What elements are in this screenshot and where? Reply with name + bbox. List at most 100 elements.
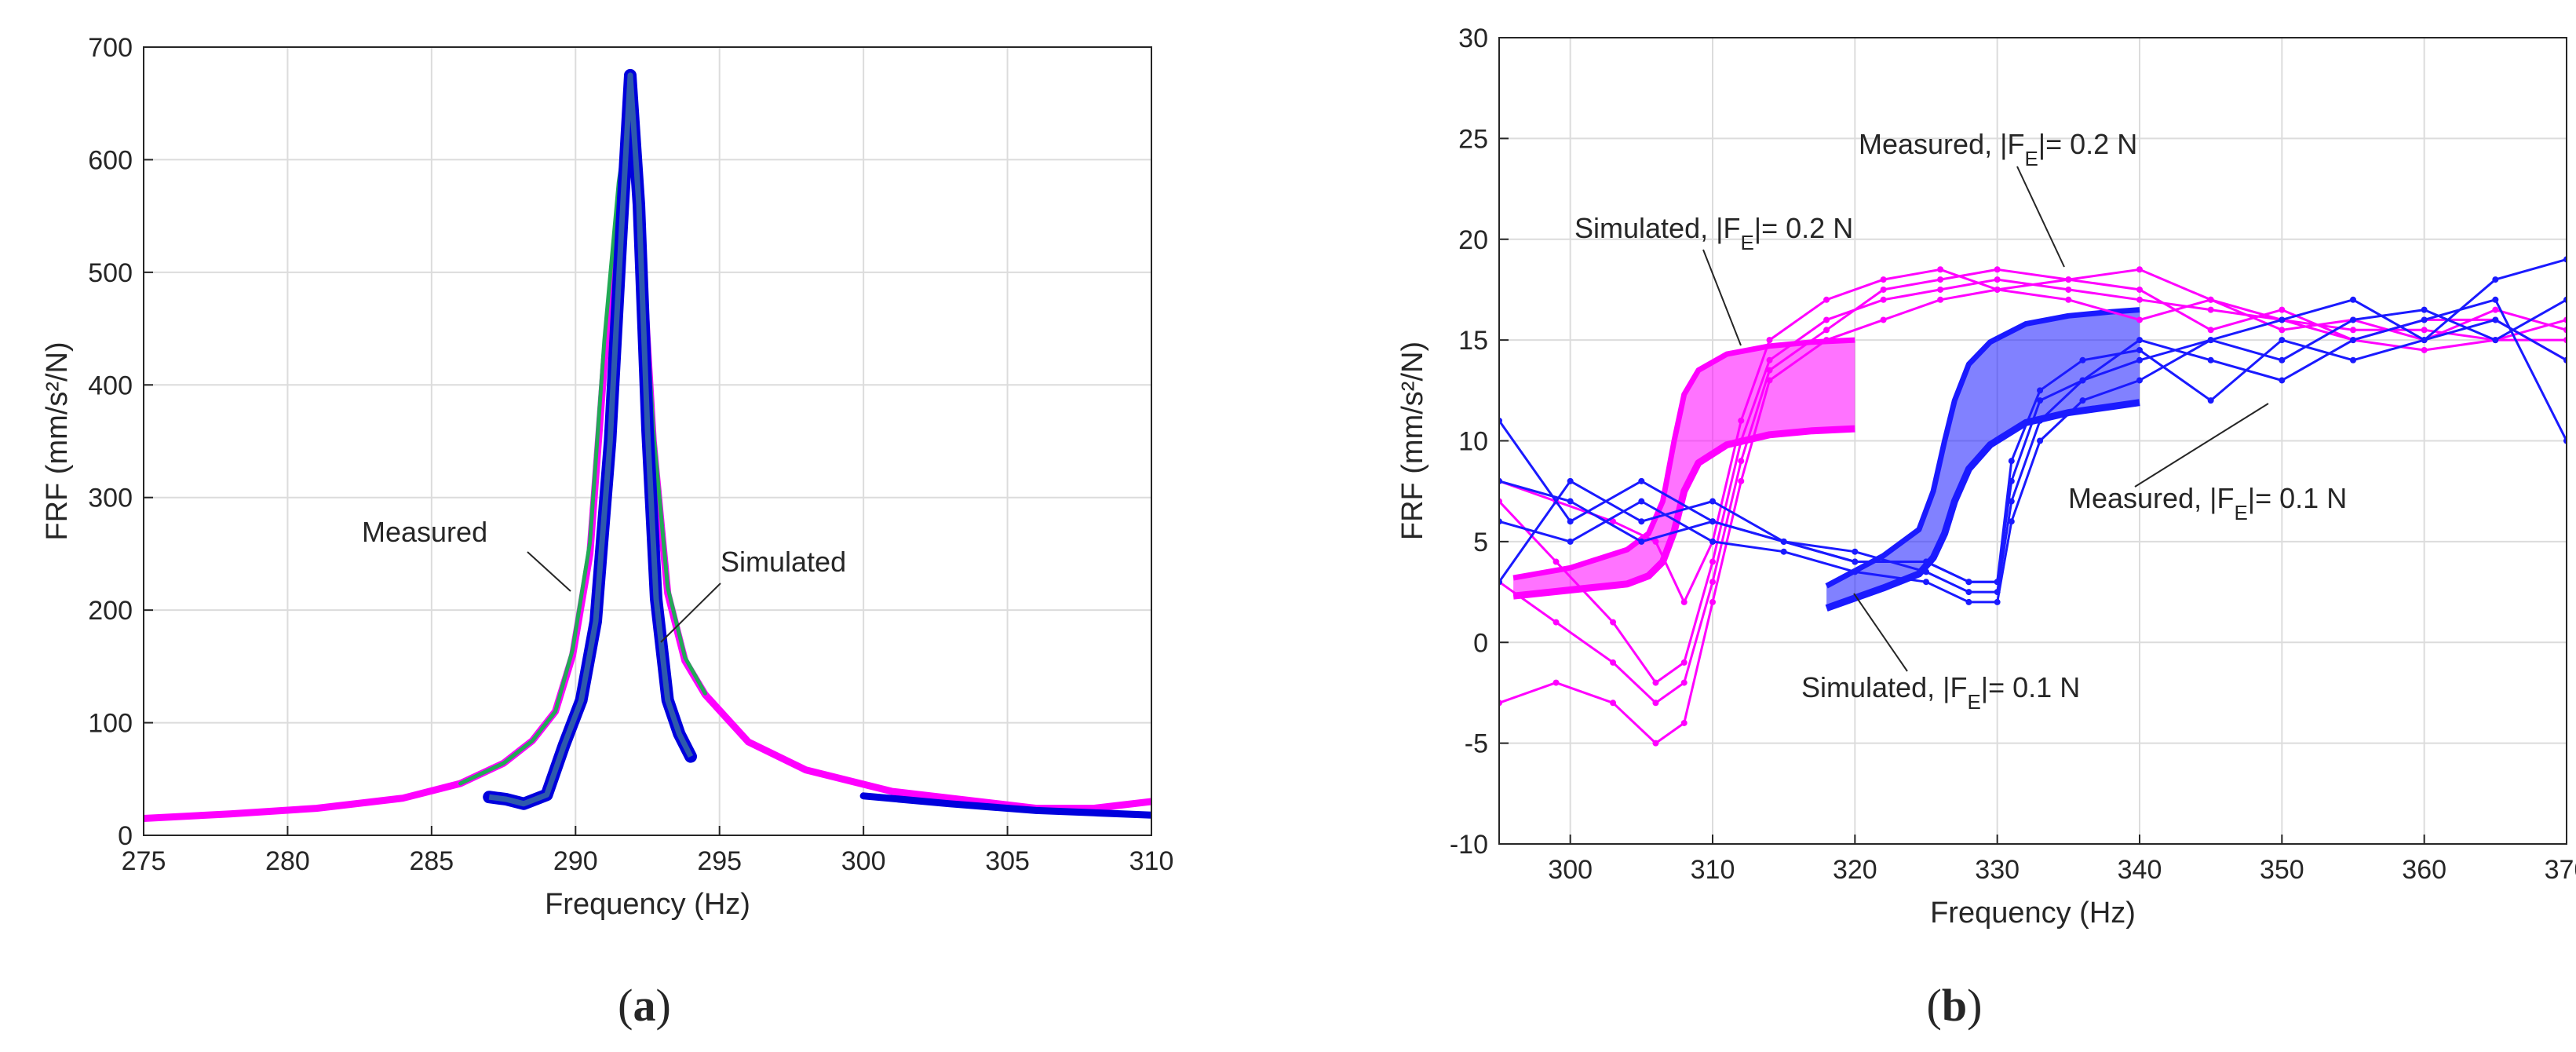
data-point	[1738, 417, 1745, 424]
x-tick-label: 290	[553, 846, 598, 876]
x-tick-label: 310	[1691, 855, 1735, 885]
y-tick-label: -5	[1465, 729, 1488, 759]
data-point	[1680, 659, 1688, 666]
measured-curve	[1499, 268, 2567, 704]
data-point	[1994, 276, 2001, 283]
y-axis-label: FRF (mm/s²/N)	[41, 342, 74, 540]
annotation-label: Measured	[362, 516, 487, 548]
data-point	[1880, 316, 1887, 323]
data-point	[2079, 397, 2086, 404]
data-point	[1852, 568, 1859, 575]
panel-a: 275 280 285 290 295 300 305 310 0 100 200 300 400 500…	[41, 33, 1173, 1031]
x-tick-label: 275	[122, 846, 166, 876]
data-point	[1553, 679, 1560, 686]
y-tick-label: 0	[118, 821, 133, 851]
data-point	[1567, 498, 1574, 505]
x-tick-label: 350	[2260, 855, 2304, 885]
data-point	[2065, 296, 2072, 303]
y-tick-label: 10	[1458, 427, 1488, 457]
data-point	[1610, 659, 1617, 666]
data-point	[1852, 558, 1859, 565]
measured-overlay-curve	[458, 101, 707, 786]
data-point	[1610, 700, 1617, 707]
panel-label: (a)	[618, 980, 671, 1031]
x-tick-label: 330	[1975, 855, 2020, 885]
data-point	[1823, 316, 1830, 323]
data-point	[1937, 276, 1944, 283]
data-point	[1709, 518, 1716, 525]
simulated-curve-core	[488, 72, 694, 807]
y-tick-label: 100	[88, 709, 133, 739]
data-point	[2207, 356, 2214, 363]
data-point	[2350, 337, 2356, 344]
y-tick-label: 300	[88, 484, 133, 513]
data-point	[2492, 296, 2499, 303]
data-point	[2136, 356, 2143, 363]
y-tick-label: 5	[1473, 528, 1488, 557]
data-point	[1965, 579, 1972, 586]
annotation-leader	[2016, 166, 2065, 268]
data-point	[2279, 306, 2286, 313]
x-tick-label: 280	[265, 846, 310, 876]
x-tick-label: 300	[841, 846, 886, 876]
y-axis-label: FRF (mm/s²/N)	[1396, 342, 1429, 540]
annotation-leader	[2134, 403, 2269, 488]
data-point	[2350, 327, 2356, 334]
y-tick-label: 400	[88, 371, 133, 400]
x-tick-label: 340	[2118, 855, 2162, 885]
data-point	[1652, 700, 1659, 707]
data-point	[1937, 266, 1944, 273]
data-point	[2136, 346, 2143, 353]
data-point	[2279, 337, 2286, 344]
simulated-upper-curve	[1512, 337, 1855, 581]
data-point	[1780, 538, 1787, 545]
annotation-label: Measured, |FE|= 0.1 N	[2068, 482, 2347, 524]
data-point	[2136, 266, 2143, 273]
data-point	[1610, 619, 1617, 626]
axes-box	[143, 46, 1152, 836]
x-tick-label: 295	[697, 846, 742, 876]
y-tick-label: 200	[88, 596, 133, 626]
data-point	[1937, 286, 1944, 293]
data-point	[2136, 296, 2143, 303]
series-group	[1499, 256, 2567, 747]
data-point	[2065, 286, 2072, 293]
measured-curve	[1499, 278, 2567, 685]
annotation-leader	[527, 551, 571, 592]
data-point	[1937, 296, 1944, 303]
data-point	[1823, 327, 1830, 334]
data-point	[1738, 477, 1745, 484]
data-point	[1923, 568, 1929, 575]
data-point	[1852, 548, 1859, 555]
data-point	[2207, 306, 2214, 313]
data-point	[2350, 316, 2356, 323]
data-point	[2079, 377, 2086, 384]
data-point	[1965, 589, 1972, 596]
measured-curve	[859, 792, 1151, 819]
data-point	[1638, 518, 1645, 525]
data-point	[2207, 296, 2214, 303]
data-point	[2279, 327, 2286, 334]
data-point	[2008, 518, 2015, 525]
panel-b: 300 310 320 330 340 350 360 370 -10 -5 0 5 10 15 20 25 3…	[1396, 24, 2576, 1031]
simulated-band	[1826, 309, 2140, 608]
data-point	[2421, 337, 2428, 344]
data-point	[1923, 558, 1929, 565]
data-point	[1610, 518, 1617, 525]
data-point	[2008, 498, 2015, 505]
simulated-upper-curve	[1825, 307, 2140, 589]
data-point	[1680, 598, 1688, 605]
data-point	[1823, 296, 1830, 303]
x-tick-label: 285	[409, 846, 454, 876]
annotation-leader	[1853, 593, 1908, 672]
data-point	[1567, 538, 1574, 545]
data-point	[2279, 316, 2286, 323]
annotation-leader	[660, 583, 721, 643]
x-axis-label: Frequency (Hz)	[545, 888, 750, 921]
data-point	[1823, 337, 1830, 344]
data-point	[2207, 397, 2214, 404]
data-point	[2136, 286, 2143, 293]
data-point	[2079, 356, 2086, 363]
data-point	[1553, 619, 1560, 626]
